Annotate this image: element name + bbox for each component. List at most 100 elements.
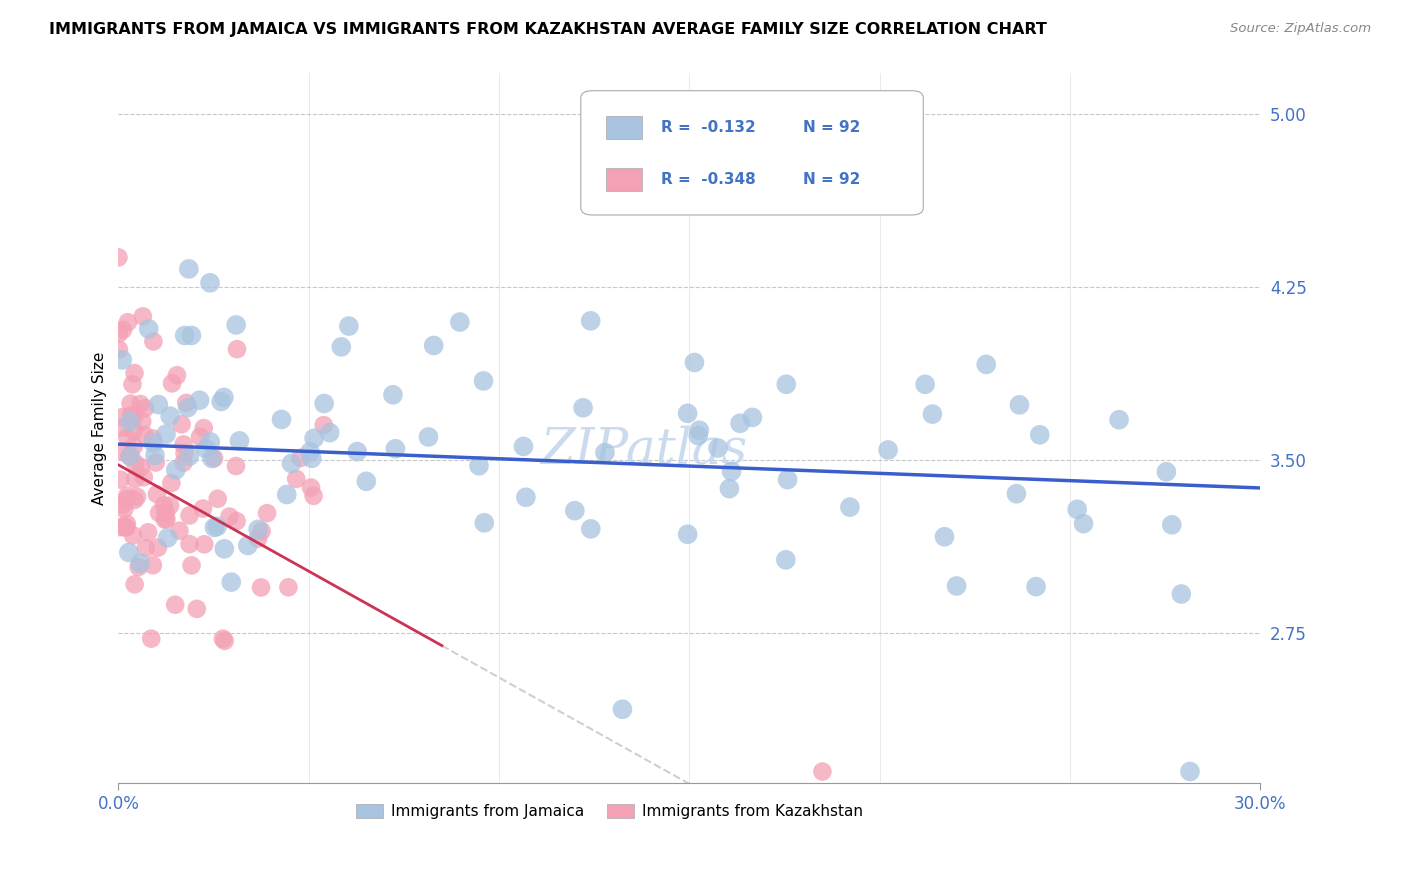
Point [155,427,177,442]
Point [176,396,198,410]
Point [117,489,139,503]
Point [115,491,138,506]
Point [472,516,495,530]
Point [1029,427,1052,442]
Point [156,531,179,545]
Point [110,520,132,534]
Point [250,524,273,538]
Point [141,632,163,646]
Point [214,541,236,556]
Point [129,556,152,570]
Point [298,445,321,459]
Point [1178,764,1201,779]
Point [683,355,706,369]
Point [1170,587,1192,601]
Point [564,503,586,517]
Point [111,421,134,435]
Point [198,276,221,290]
Point [115,516,138,531]
Point [111,323,134,337]
Point [173,446,195,460]
Point [914,377,936,392]
Point [314,396,336,410]
Point [472,374,495,388]
Point [579,522,602,536]
Point [212,390,235,404]
Point [138,322,160,336]
Point [186,602,208,616]
Point [122,528,145,542]
Point [120,409,142,423]
Point [337,319,360,334]
Point [134,401,156,416]
Point [579,314,602,328]
Point [246,532,269,546]
Point [118,415,141,429]
Point [921,407,943,421]
Text: Source: ZipAtlas.com: Source: ZipAtlas.com [1230,22,1371,36]
Point [225,458,247,473]
Point [218,509,240,524]
Point [449,315,471,329]
Point [180,558,202,573]
Point [121,377,143,392]
Point [195,442,218,456]
Point [191,501,214,516]
Y-axis label: Average Family Size: Average Family Size [93,351,107,505]
Point [142,558,165,573]
Point [418,430,440,444]
Point [165,598,187,612]
Point [299,481,322,495]
Point [200,434,222,449]
Point [170,417,193,432]
Point [120,396,142,410]
Point [572,401,595,415]
Point [148,506,170,520]
Text: ZIPatlas: ZIPatlas [540,425,747,474]
Point [177,262,200,277]
Point [143,449,166,463]
Point [226,342,249,356]
Point [688,428,710,442]
Point [302,431,325,445]
Point [775,553,797,567]
Point [159,499,181,513]
Point [142,432,165,446]
Point [193,421,215,435]
Point [159,409,181,424]
Point [165,463,187,477]
Point [301,451,323,466]
Point [688,423,710,437]
Point [134,428,156,442]
Point [135,541,157,555]
Point [384,442,406,456]
Point [131,415,153,429]
Point [236,539,259,553]
Point [117,430,139,444]
Point [120,450,142,464]
Point [214,633,236,648]
Point [277,580,299,594]
Point [1008,398,1031,412]
Point [111,445,134,459]
Point [125,490,148,504]
Text: N = 92: N = 92 [803,172,860,187]
Point [741,410,763,425]
Point [974,358,997,372]
Point [136,525,159,540]
Point [124,493,146,508]
Text: R =  -0.132: R = -0.132 [661,120,755,136]
Point [117,315,139,329]
Point [1073,516,1095,531]
Point [122,424,145,438]
Point [173,437,195,451]
Point [775,377,797,392]
Point [228,434,250,448]
Point [111,409,134,424]
Point [515,490,537,504]
Point [207,491,229,506]
Point [160,376,183,391]
Point [512,439,534,453]
Point [146,487,169,501]
Point [219,575,242,590]
